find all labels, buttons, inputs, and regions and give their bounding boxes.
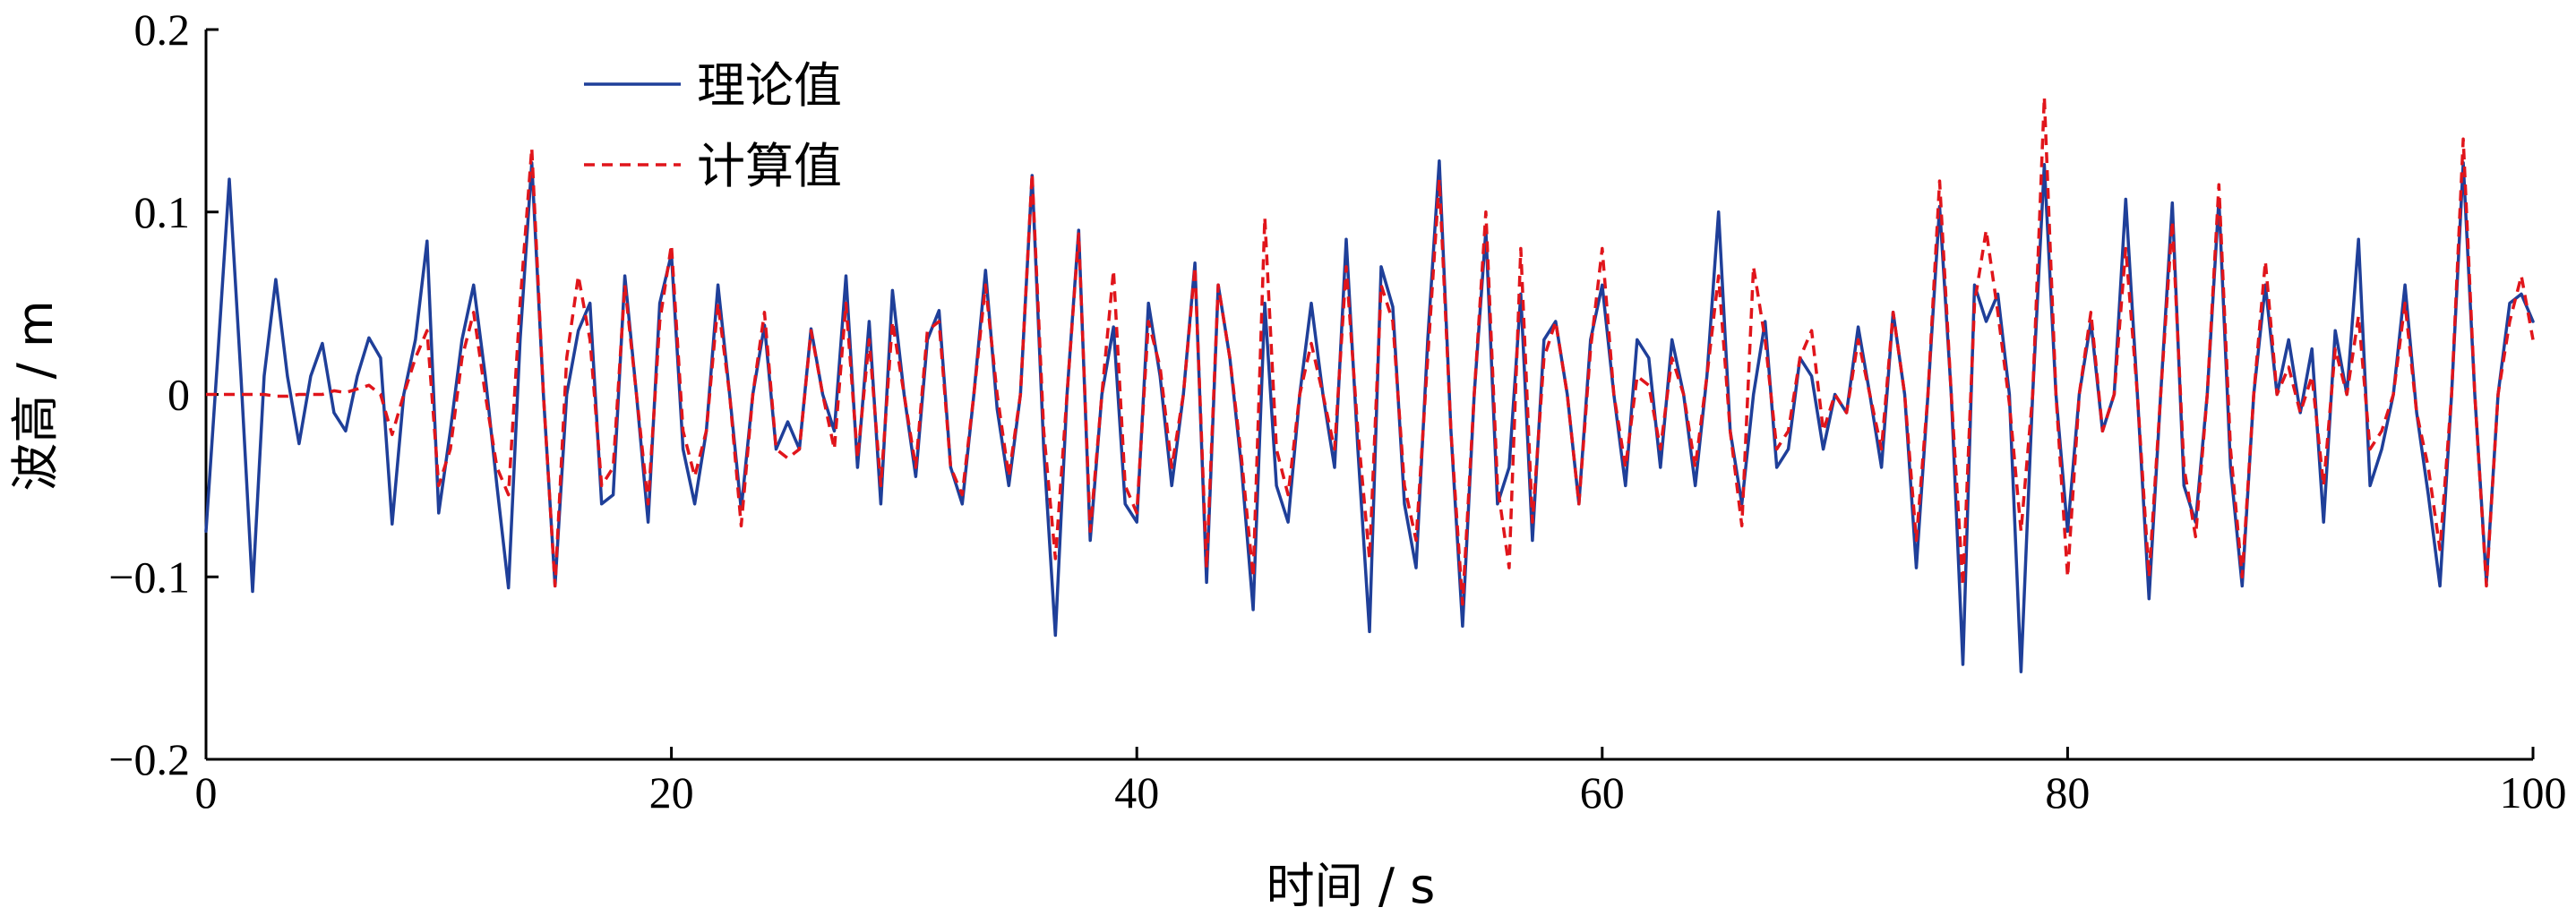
x-tick-label: 0 <box>195 767 218 818</box>
legend-label-2: 计算值 <box>697 138 842 194</box>
legend-label-1: 理论值 <box>697 57 842 114</box>
chart-series-lines <box>204 95 2535 673</box>
y-tick-label: 0.1 <box>134 187 191 237</box>
series-line-2 <box>206 95 2535 606</box>
chart-axes <box>204 30 2533 761</box>
chart-ticks: 0 20 40 60 80 100 0.2 0.1 0 −0.1 −0.2 <box>108 4 2566 818</box>
y-axis-label: 波高 / m <box>7 300 64 491</box>
series-line-1 <box>204 158 2535 673</box>
x-axis-label: 时间 / s <box>1267 858 1436 914</box>
x-tick-label: 100 <box>2500 767 2567 818</box>
x-tick-label: 60 <box>1580 767 1625 818</box>
x-tick-label: 80 <box>2045 767 2090 818</box>
x-tick-label: 40 <box>1114 767 1159 818</box>
y-tick-label: −0.1 <box>108 552 190 602</box>
y-tick-label: −0.2 <box>108 734 190 784</box>
x-tick-label: 20 <box>649 767 694 818</box>
y-tick-label: 0 <box>167 370 190 420</box>
y-tick-label: 0.2 <box>134 4 191 55</box>
